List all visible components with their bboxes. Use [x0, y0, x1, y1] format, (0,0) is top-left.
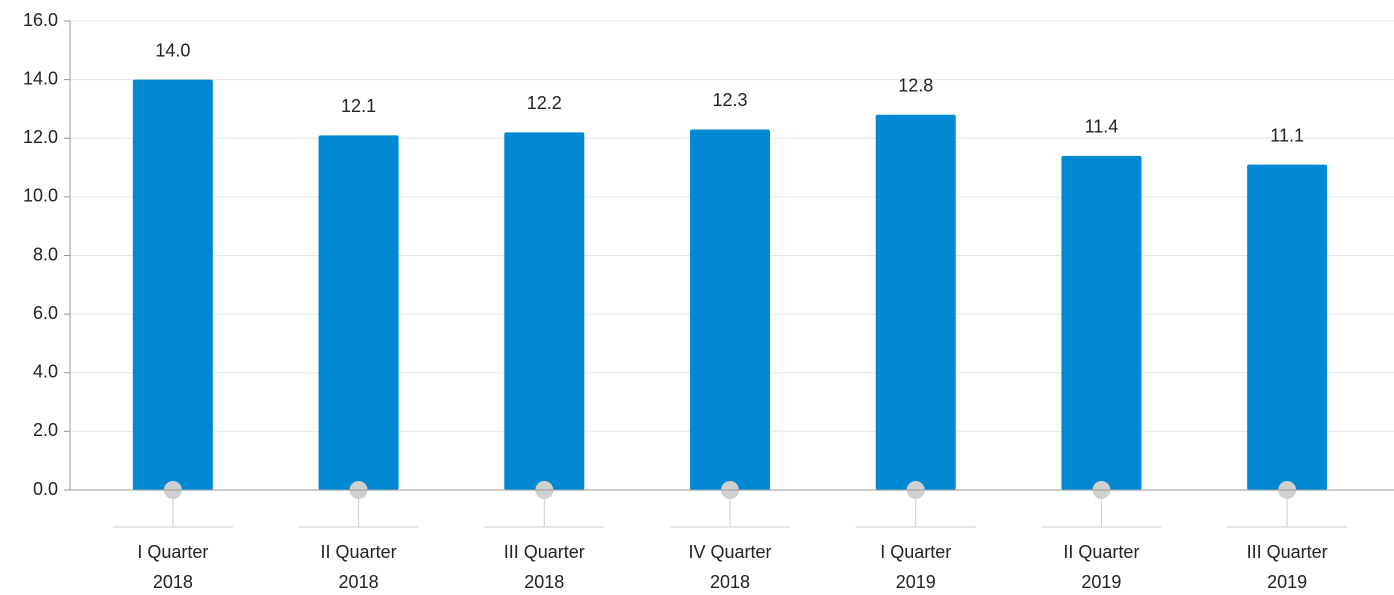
x-tick-label: 2019: [896, 572, 936, 592]
data-label: 12.8: [898, 76, 933, 96]
bar: [1061, 155, 1142, 490]
data-label: 12.2: [527, 93, 562, 113]
bar: [1247, 164, 1328, 490]
x-tick-label: 2018: [710, 572, 750, 592]
bar: [690, 129, 770, 491]
bar: [318, 135, 399, 490]
y-tick-label: 6.0: [33, 303, 58, 323]
data-label: 14.0: [155, 40, 190, 60]
y-tick-label: 2.0: [33, 420, 58, 440]
x-tick-label: 2018: [153, 572, 193, 592]
bar: [504, 132, 585, 490]
y-tick-label: 0.0: [33, 479, 58, 499]
y-tick-label: 8.0: [33, 244, 58, 264]
x-tick-label: 2018: [524, 572, 564, 592]
x-tick-label: 2019: [1267, 572, 1307, 592]
x-tick-label: I Quarter: [137, 542, 208, 562]
x-tick-label: II Quarter: [321, 542, 397, 562]
data-label: 12.3: [712, 90, 747, 110]
y-tick-label: 12.0: [23, 127, 58, 147]
y-tick-label: 16.0: [23, 10, 58, 30]
data-label: 11.4: [1085, 117, 1119, 137]
x-tick-label: III Quarter: [1247, 542, 1328, 562]
x-tick-label: 2018: [339, 572, 379, 592]
y-tick-label: 4.0: [33, 362, 58, 382]
x-tick-label: III Quarter: [504, 542, 585, 562]
bar: [132, 79, 213, 490]
x-tick-label: II Quarter: [1063, 542, 1139, 562]
y-tick-label: 14.0: [23, 68, 58, 88]
x-tick-label: I Quarter: [880, 542, 951, 562]
data-label: 12.1: [341, 96, 376, 116]
y-tick-label: 10.0: [23, 186, 58, 206]
x-tick-label: 2019: [1081, 572, 1121, 592]
x-tick-label: IV Quarter: [688, 542, 771, 562]
bar: [875, 114, 956, 491]
data-label: 11.1: [1270, 125, 1304, 145]
